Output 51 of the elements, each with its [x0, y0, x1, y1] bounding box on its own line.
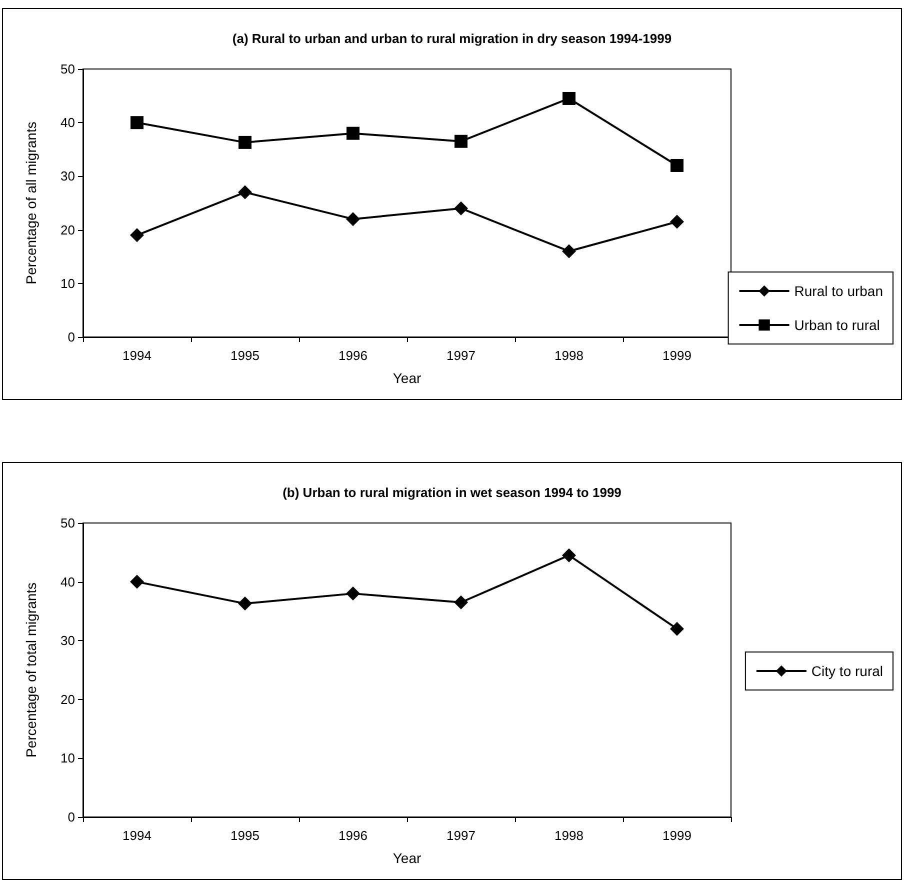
x-tick-label: 1994: [122, 828, 152, 843]
y-tick-label: 20: [60, 692, 75, 707]
y-tick-label: 50: [60, 516, 75, 530]
y-tick-label: 30: [60, 168, 75, 184]
chart-title: (b) Urban to rural migration in wet season 1994 to 1999: [282, 485, 622, 500]
point: [130, 574, 144, 589]
point: [562, 244, 576, 258]
point: [670, 214, 684, 229]
x-tick-label: 1998: [554, 828, 584, 843]
chart-title: (a) Rural to urban and urban to rural migration in dry season 1994-1999: [232, 31, 672, 46]
point: [130, 116, 144, 130]
y-tick-label: 0: [68, 810, 75, 824]
x-tick-label: 1994: [122, 348, 152, 363]
y-tick-label: 20: [60, 222, 75, 238]
point: [238, 596, 252, 611]
point: [670, 622, 684, 636]
x-tick-label: 1998: [554, 348, 584, 363]
y-axis-title: Percentage of total migrants: [23, 582, 39, 758]
y-tick-label: 40: [60, 574, 75, 590]
point: [346, 126, 360, 140]
point: [670, 158, 684, 172]
point: [130, 228, 144, 242]
y-tick-label: 50: [60, 62, 75, 76]
point: [454, 201, 468, 216]
point: [238, 185, 252, 200]
point: [346, 586, 360, 601]
x-tick-label: 1997: [446, 828, 476, 843]
y-axis-title: Percentage of all migrants: [23, 122, 39, 284]
point: [454, 595, 468, 610]
point: [454, 134, 468, 148]
x-tick-label: 1996: [338, 828, 368, 843]
y-tick-label: 10: [60, 276, 75, 291]
y-tick-label: 40: [60, 115, 75, 130]
point: [346, 212, 360, 226]
legend-label: City to rural: [811, 663, 884, 679]
x-axis-title: Year: [392, 850, 422, 866]
x-tick-label: 1997: [446, 348, 476, 363]
point: [238, 136, 252, 149]
y-tick-label: 10: [60, 750, 75, 766]
x-tick-label: 1995: [230, 828, 260, 843]
y-tick-label: 0: [68, 330, 75, 344]
legend-label: Urban to rural: [794, 317, 880, 333]
point: [562, 92, 576, 105]
point: [562, 548, 576, 562]
y-tick-label: 30: [60, 633, 75, 648]
x-axis-title: Year: [392, 370, 422, 386]
x-tick-label: 1996: [338, 348, 368, 363]
legend-label: Rural to urban: [794, 283, 883, 299]
x-tick-label: 1999: [662, 828, 692, 843]
x-tick-label: 1995: [230, 348, 260, 363]
x-tick-label: 1999: [662, 348, 692, 363]
